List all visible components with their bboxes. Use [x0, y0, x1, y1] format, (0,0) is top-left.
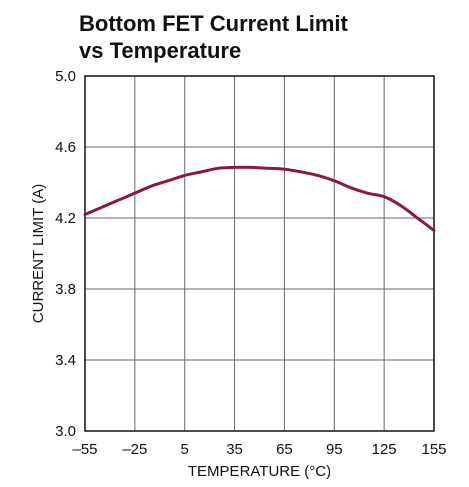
x-axis-label: TEMPERATURE (°C) — [188, 463, 331, 480]
x-tick-label: 155 — [421, 441, 446, 458]
x-tick-label: 35 — [226, 441, 243, 458]
y-axis-ticks: 3.0 3.4 3.8 4.2 4.6 5.0 — [55, 68, 76, 440]
x-tick-label: 125 — [372, 441, 397, 458]
series-layer — [83, 165, 436, 232]
y-tick-label: 3.4 — [55, 352, 76, 369]
x-axis-ticks: –55 –25 5 35 65 95 125 155 — [72, 441, 446, 458]
x-tick-label: –25 — [122, 441, 147, 458]
x-tick-label: 5 — [181, 441, 189, 458]
chart-title-line1: Bottom FET Current Limit — [79, 11, 349, 36]
chart-title-line2: vs Temperature — [79, 38, 241, 63]
x-tick-label: 95 — [326, 441, 343, 458]
gridlines — [84, 75, 435, 432]
plot-frame — [84, 75, 435, 432]
y-tick-label: 5.0 — [55, 68, 76, 85]
y-axis-label: CURRENT LIMIT (A) — [30, 184, 47, 323]
y-tick-label: 3.8 — [55, 281, 76, 298]
y-tick-label: 3.0 — [55, 423, 76, 440]
series-line — [83, 165, 436, 232]
x-tick-label: –55 — [72, 441, 97, 458]
y-tick-label: 4.2 — [55, 210, 76, 227]
x-tick-label: 65 — [276, 441, 293, 458]
y-tick-label: 4.6 — [55, 139, 76, 156]
